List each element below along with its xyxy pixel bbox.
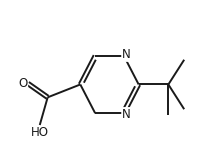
Text: O: O (18, 77, 27, 90)
Text: HO: HO (31, 126, 49, 139)
Text: N: N (122, 48, 131, 61)
Text: N: N (122, 108, 131, 121)
